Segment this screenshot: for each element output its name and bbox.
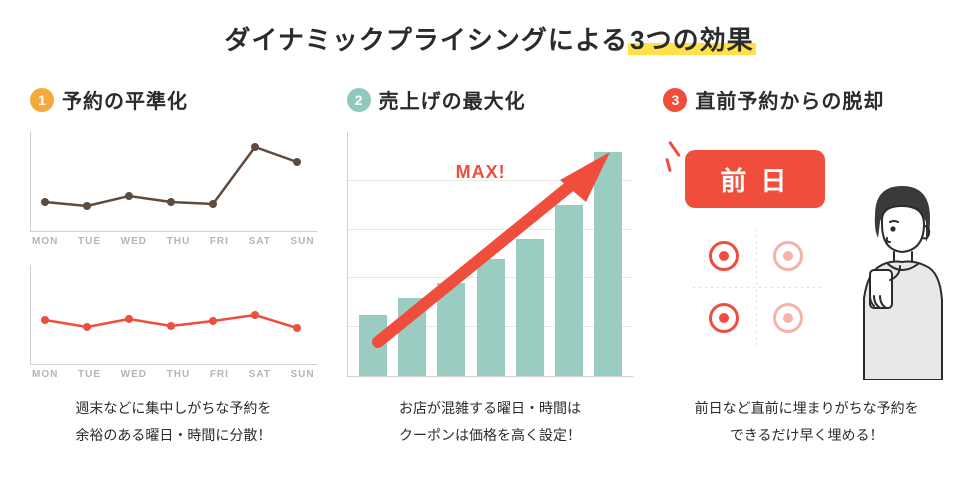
col1-badge: 1 bbox=[30, 88, 54, 112]
day-label: FRI bbox=[210, 236, 229, 247]
col2-badge: 2 bbox=[347, 88, 371, 112]
col3-panel: 前日 bbox=[663, 132, 950, 377]
day-label: THU bbox=[167, 236, 191, 247]
col1-desc: 週末などに集中しがちな予約を 余裕のある曜日・時間に分散！ bbox=[30, 395, 317, 448]
target-icon bbox=[709, 241, 739, 271]
day-label: SUN bbox=[290, 369, 314, 380]
day-label: WED bbox=[121, 236, 147, 247]
target-icon bbox=[709, 303, 739, 333]
col3-desc-l1: 前日など直前に埋まりがちな予約を bbox=[695, 400, 919, 416]
col3-title: 直前予約からの脱却 bbox=[695, 85, 884, 114]
bar bbox=[516, 239, 544, 376]
bar bbox=[437, 283, 465, 376]
day-label: SUN bbox=[290, 236, 314, 247]
col3-desc: 前日など直前に埋まりがちな予約を できるだけ早く埋める！ bbox=[663, 395, 950, 448]
col1-title: 予約の平準化 bbox=[62, 85, 188, 114]
col1-panel: MON TUE WED THU FRI SAT SUN MON TUE WED THU FRI SAT… bbox=[30, 132, 317, 377]
day-label: WED bbox=[121, 369, 147, 380]
person-icon bbox=[830, 180, 960, 380]
day-label: SAT bbox=[249, 236, 271, 247]
title-highlight: 3つの効果 bbox=[628, 25, 755, 55]
col1-days-b: MON TUE WED THU FRI SAT SUN bbox=[30, 369, 317, 380]
spark-icon bbox=[666, 158, 673, 172]
col2-bar-chart: MAX! bbox=[347, 132, 634, 377]
max-label: MAX! bbox=[456, 162, 506, 183]
bar bbox=[594, 152, 622, 376]
day-label: TUE bbox=[78, 236, 101, 247]
col2-panel: MAX! bbox=[347, 132, 634, 377]
target-icon bbox=[773, 303, 803, 333]
col3-badge: 3 bbox=[663, 88, 687, 112]
col1-days-a: MON TUE WED THU FRI SAT SUN bbox=[30, 236, 317, 247]
col3-grid bbox=[691, 227, 821, 347]
day-label: SAT bbox=[249, 369, 271, 380]
col2-title: 売上げの最大化 bbox=[379, 85, 526, 114]
bar bbox=[555, 205, 583, 376]
bar bbox=[359, 315, 387, 376]
col1-desc-l2: 余裕のある曜日・時間に分散！ bbox=[75, 427, 271, 443]
day-label: MON bbox=[32, 369, 58, 380]
col1-chart-a bbox=[30, 132, 317, 232]
title-prefix: ダイナミックプライシングによる bbox=[224, 25, 628, 55]
col2-desc-l2: クーポンは価格を高く設定！ bbox=[399, 427, 581, 443]
day-label: FRI bbox=[210, 369, 229, 380]
main-title: ダイナミックプライシングによる3つの効果 bbox=[30, 20, 950, 57]
col2-desc: お店が混雑する曜日・時間は クーポンは価格を高く設定！ bbox=[347, 395, 634, 448]
day-label: THU bbox=[167, 369, 191, 380]
spark-icon bbox=[668, 141, 681, 157]
col2-desc-l1: お店が混雑する曜日・時間は bbox=[399, 400, 581, 416]
day-label: TUE bbox=[78, 369, 101, 380]
col1-chart-b bbox=[30, 265, 317, 365]
day-label: MON bbox=[32, 236, 58, 247]
col3-desc-l2: できるだけ早く埋める！ bbox=[730, 427, 884, 443]
col-1: 1 予約の平準化 MON TUE WED THU FRI SAT SUN MON TUE WED… bbox=[30, 85, 317, 448]
zenjitsu-badge: 前日 bbox=[685, 150, 825, 208]
col-2: 2 売上げの最大化 MAX! お店が混雑する曜日・時間は クーポンは価格を高く設… bbox=[347, 85, 634, 448]
col-3: 3 直前予約からの脱却 前日 bbox=[663, 85, 950, 448]
bar bbox=[398, 298, 426, 376]
target-icon bbox=[773, 241, 803, 271]
col1-desc-l1: 週末などに集中しがちな予約を bbox=[75, 400, 271, 416]
bar bbox=[477, 259, 505, 376]
